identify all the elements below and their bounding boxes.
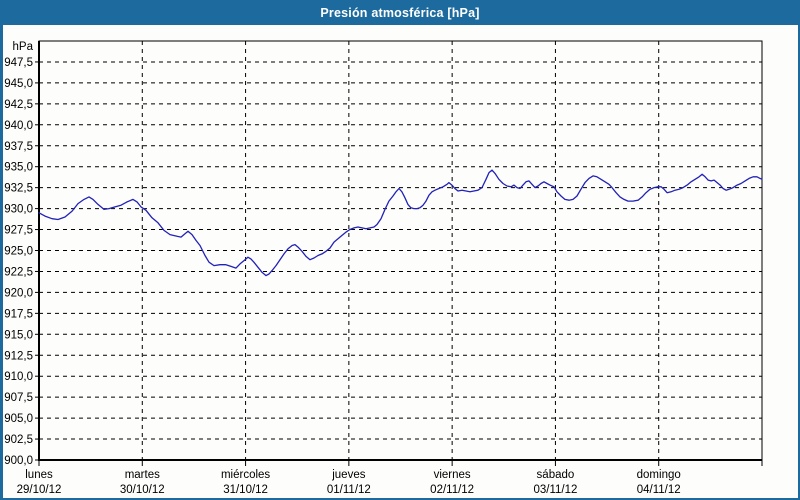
y-tick-label: 947,5 [4, 57, 33, 69]
x-day-label: domingo [637, 469, 681, 481]
x-date-label: 04/11/12 [637, 484, 681, 496]
x-day-label: martes [125, 469, 160, 481]
x-day-label: lunes [25, 469, 53, 481]
y-tick-label: 932,5 [4, 183, 33, 195]
y-tick-label: 902,5 [4, 434, 33, 446]
chart-title: Presión atmosférica [hPa] [320, 5, 480, 20]
y-tick-label: 912,5 [4, 350, 33, 362]
y-tick-label: 910,0 [4, 371, 33, 383]
y-tick-label: 920,0 [4, 287, 33, 299]
y-axis-unit-label: hPa [13, 41, 34, 53]
y-tick-label: 940,0 [4, 120, 33, 132]
y-tick-label: 922,5 [4, 266, 33, 278]
x-day-label: jueves [331, 469, 365, 481]
x-date-label: 31/10/12 [223, 484, 268, 496]
y-tick-label: 945,0 [4, 78, 33, 90]
y-tick-label: 927,5 [4, 225, 33, 237]
y-tick-label: 900,0 [4, 455, 33, 467]
window-titlebar: Presión atmosférica [hPa] [3, 0, 798, 25]
y-tick-label: 905,0 [4, 413, 33, 425]
y-tick-label: 915,0 [4, 329, 33, 341]
pressure-line [38, 169, 763, 277]
x-date-label: 30/10/12 [120, 484, 165, 496]
x-day-label: sábado [537, 469, 575, 481]
x-date-label: 03/11/12 [533, 484, 577, 496]
x-day-label: viernes [434, 469, 471, 481]
y-tick-label: 937,5 [4, 141, 33, 153]
y-tick-label: 930,0 [4, 204, 33, 216]
y-tick-label: 907,5 [4, 392, 33, 404]
x-date-label: 01/11/12 [327, 484, 371, 496]
x-date-label: 29/10/12 [17, 484, 62, 496]
y-tick-label: 917,5 [4, 308, 33, 320]
x-date-label: 02/11/12 [430, 484, 474, 496]
x-day-label: miércoles [221, 469, 270, 481]
y-tick-label: 942,5 [4, 99, 33, 111]
y-tick-label: 935,0 [4, 162, 33, 174]
y-tick-label: 925,0 [4, 246, 33, 258]
